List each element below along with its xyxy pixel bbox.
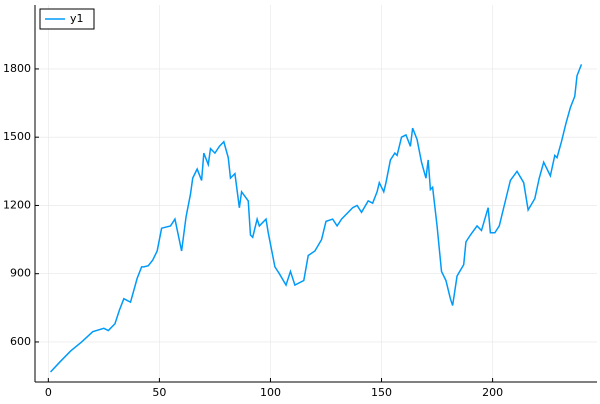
line bbox=[50, 64, 583, 373]
x-tick-label: 100 bbox=[260, 386, 281, 399]
y-tick-label: 600 bbox=[10, 335, 31, 348]
legend-label: y1 bbox=[70, 12, 84, 25]
y-tick-label: 1800 bbox=[3, 62, 31, 75]
x-tick-label: 150 bbox=[371, 386, 392, 399]
y-tick-label: 900 bbox=[10, 267, 31, 280]
x-tick-label: 0 bbox=[45, 386, 52, 399]
y-tick-label: 1200 bbox=[3, 198, 31, 211]
y-tick-label: 1500 bbox=[3, 130, 31, 143]
x-tick-label: 50 bbox=[152, 386, 166, 399]
legend-box bbox=[39, 8, 95, 30]
x-tick-label: 200 bbox=[482, 386, 503, 399]
